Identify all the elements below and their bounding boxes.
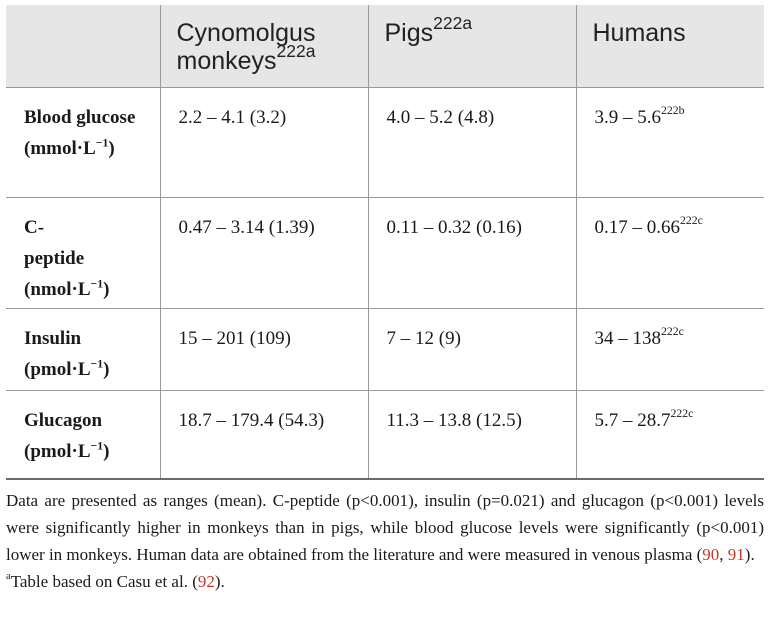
- cell-pigs: 11.3 – 13.8 (12.5): [367, 390, 576, 480]
- cell-humans: 5.7 – 28.7222c: [575, 390, 764, 480]
- header-cell-pigs: Pigs222a: [367, 5, 576, 88]
- data-table: Cynomolgus monkeys222a Pigs222a Humans B…: [6, 5, 764, 480]
- cell-superscript: 222c: [670, 406, 694, 420]
- row-label: Blood glucose (mmol·L−1): [6, 87, 160, 198]
- row-label: C-peptide (nmol·L−1): [6, 197, 160, 309]
- table-row: Insulin (pmol·L−1) 15 – 201 (109) 7 – 12 …: [6, 308, 764, 391]
- row-label: Insulin (pmol·L−1): [6, 308, 160, 391]
- header-label: Humans: [592, 19, 686, 47]
- header-label: Cynomolgus monkeys: [176, 19, 316, 75]
- cell-humans: 0.17 – 0.66222c: [575, 197, 764, 309]
- footnote-text: Data are presented as ranges (mean). C-p…: [6, 491, 764, 564]
- cell-value: 3.9 – 5.6: [594, 107, 662, 128]
- row-label-text: Glucagon: [24, 410, 103, 431]
- row-unit: (nmol·L: [24, 279, 91, 300]
- cell-humans: 34 – 138222c: [575, 308, 764, 391]
- row-unit-exponent: −1: [95, 136, 109, 150]
- note-marker: a: [6, 570, 11, 582]
- cell-value: 0.17 – 0.66: [594, 217, 681, 238]
- row-unit: (pmol·L: [24, 441, 91, 462]
- row-unit-exponent: −1: [90, 439, 104, 453]
- header-row: Cynomolgus monkeys222a Pigs222a Humans: [6, 5, 764, 88]
- cell-superscript: 222c: [680, 213, 703, 227]
- note-text: Table based on Casu et al. (: [10, 572, 198, 591]
- cell-value: 5.7 – 28.7: [594, 410, 671, 431]
- row-label: Glucagon (pmol·L−1): [6, 390, 160, 480]
- header-label: Pigs: [384, 19, 434, 47]
- table-footnote: Data are presented as ranges (mean). C-p…: [6, 487, 764, 595]
- footnote-source-note: aTable based on Casu et al. (92).: [6, 568, 764, 595]
- note-text-end: ).: [214, 572, 225, 591]
- footnote-separator: ,: [719, 545, 728, 564]
- row-unit: (pmol·L: [24, 359, 91, 380]
- row-unit-exponent: −1: [90, 277, 104, 291]
- row-unit-close: ): [108, 138, 115, 159]
- row-label-text: Blood glucose: [24, 107, 136, 128]
- table-row: Blood glucose (mmol·L−1) 2.2 – 4.1 (3.2) …: [6, 87, 764, 198]
- cell-pigs: 4.0 – 5.2 (4.8): [367, 87, 576, 198]
- cell-superscript: 222c: [661, 324, 684, 338]
- row-unit-exponent: −1: [90, 357, 104, 371]
- reference-link-91[interactable]: 91: [727, 545, 745, 564]
- row-unit-close: ): [103, 441, 110, 462]
- row-unit-close: ): [103, 359, 110, 380]
- row-unit: (mmol·L: [24, 138, 96, 159]
- table-row: C-peptide (nmol·L−1) 0.47 – 3.14 (1.39) 0…: [6, 197, 764, 309]
- reference-link-92[interactable]: 92: [197, 572, 215, 591]
- cell-pigs: 7 – 12 (9): [367, 308, 576, 391]
- cell-monkeys: 2.2 – 4.1 (3.2): [159, 87, 368, 198]
- cell-monkeys: 0.47 – 3.14 (1.39): [159, 197, 368, 309]
- header-superscript: 222a: [433, 13, 473, 34]
- cell-monkeys: 15 – 201 (109): [159, 308, 368, 391]
- header-cell-humans: Humans: [575, 5, 764, 88]
- footnote-text-end: ).: [744, 545, 755, 564]
- row-unit-close: ): [103, 279, 110, 300]
- table-row: Glucagon (pmol·L−1) 18.7 – 179.4 (54.3) 1…: [6, 390, 764, 480]
- cell-humans: 3.9 – 5.6222b: [575, 87, 764, 198]
- cell-monkeys: 18.7 – 179.4 (54.3): [159, 390, 368, 480]
- header-superscript: 222a: [276, 41, 316, 62]
- footnote-paragraph: Data are presented as ranges (mean). C-p…: [6, 487, 764, 568]
- row-label-text: Insulin: [24, 328, 82, 349]
- header-cell-empty: [6, 5, 160, 88]
- reference-link-90[interactable]: 90: [702, 545, 720, 564]
- cell-pigs: 0.11 – 0.32 (0.16): [367, 197, 576, 309]
- cell-value: 34 – 138: [594, 328, 662, 349]
- header-cell-monkeys: Cynomolgus monkeys222a: [159, 5, 368, 88]
- cell-superscript: 222b: [661, 103, 685, 117]
- row-label-text: C-peptide: [24, 217, 85, 269]
